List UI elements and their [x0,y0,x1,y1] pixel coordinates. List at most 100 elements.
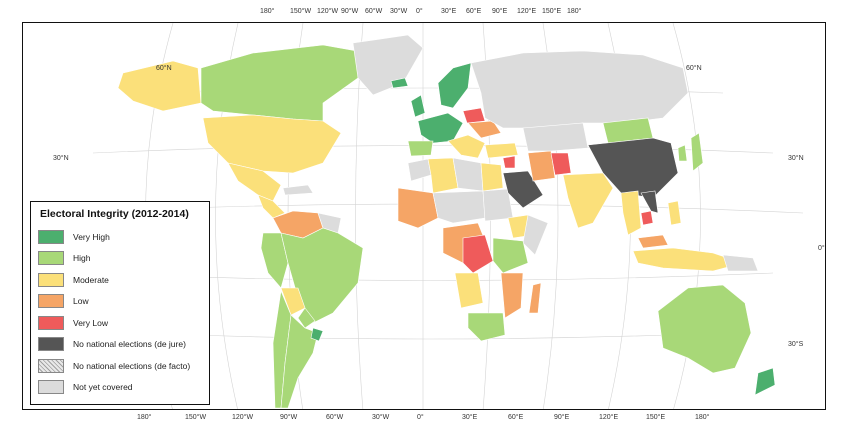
country-china [587,137,679,199]
latitude-label-left: 30°N [53,155,69,162]
legend-item: Not yet covered [38,377,202,399]
map-canvas [62,23,804,409]
country-italy-balkans [447,134,486,159]
country-korea [677,144,688,162]
country-philippines [667,200,682,226]
top-longitude-tick-label: 30°W [390,8,408,15]
country-egypt [480,162,504,192]
bottom-longitude-tick-label: 90°E [554,414,570,421]
top-longitude-tick-label: 30°E [441,8,457,15]
top-longitude-tick-label: 120°W [317,8,339,15]
asia [484,117,745,272]
country-vietnam-laos [640,190,659,214]
latitude-label-right: 0° [818,245,825,252]
country-west-africa [397,187,439,229]
bottom-longitude-tick-label: 180° [695,414,710,421]
top-longitude-tick-label: 180° [567,8,582,15]
country-cambodia [640,210,654,226]
top-longitude-tick-label: 0° [416,8,423,15]
legend-title: Electoral Integrity (2012-2014) [40,208,189,220]
legend-item: Very Low [38,312,202,334]
country-belarus [462,107,486,124]
legend-label: Not yet covered [73,382,133,393]
country-india [562,172,614,229]
legend-label: Very High [73,231,110,242]
legend-swatch [38,358,64,373]
legend-item: Low [38,291,202,313]
country-scandinavia [437,62,472,109]
country-algeria [427,157,459,194]
legend-swatch [38,337,64,352]
country-ukraine [467,120,502,139]
top-longitude-tick-label: 150°E [542,8,562,15]
bottom-longitude-tick-label: 150°W [185,414,207,421]
top-longitude-tick-label: 60°E [466,8,482,15]
bottom-longitude-tick-label: 30°W [372,414,390,421]
country-cuba [282,184,314,196]
country-japan [690,132,704,172]
country-libya [452,157,484,192]
world-map: 60°N 60°N 30°N 30°N 0° 30°S [22,22,826,410]
country-argentina [280,314,319,409]
bottom-longitude-tick-label: 30°E [462,414,478,421]
latitude-label-right: 60°N [686,65,702,72]
country-central-asia [522,122,589,152]
legend-swatch [38,380,64,395]
country-greenland [352,34,424,96]
country-somalia [522,214,549,256]
legend-label: High [73,253,91,264]
country-myanmar-thailand [620,190,642,236]
map-legend: Electoral Integrity (2012-2014) Very Hig… [30,201,210,405]
legend-label: No national elections (de facto) [73,360,191,371]
legend-swatch [38,251,64,266]
country-uruguay [310,327,324,342]
south-america [260,210,364,409]
country-iceland [390,77,409,89]
legend-label: Moderate [73,274,109,285]
country-south-africa [467,312,506,342]
country-papua-new-guinea [722,254,759,272]
country-afghanistan [550,152,572,176]
oceania [657,254,776,396]
europe [390,50,689,159]
country-australia [657,284,752,374]
legend-item: High [38,248,202,270]
bottom-longitude-tick-label: 0° [417,414,424,421]
country-canada [200,44,369,122]
top-longitude-tick-label: 60°W [365,8,383,15]
bottom-longitude-tick-label: 120°E [599,414,619,421]
legend-label: Low [73,296,89,307]
top-longitude-tick-label: 150°W [290,8,312,15]
legend-item: Moderate [38,269,202,291]
country-mozambique [500,272,524,319]
legend-swatch [38,315,64,330]
country-madagascar [528,282,542,314]
country-turkey [484,142,519,159]
north-america [117,34,424,219]
country-central-america [257,194,286,219]
top-longitude-tick-label: 90°W [341,8,359,15]
latitude-label-right: 30°S [788,341,804,348]
bottom-longitude-tick-label: 90°W [280,414,298,421]
country-uk [410,94,426,118]
top-longitude-tick-label: 180° [260,8,275,15]
bottom-longitude-tick-label: 60°E [508,414,524,421]
country-morocco [407,158,432,182]
country-angola [454,272,484,309]
legend-label: No national elections (de jure) [73,339,186,350]
africa [397,157,549,342]
country-new-zealand [754,367,776,396]
legend-item: Very High [38,226,202,248]
legend-label: Very Low [73,317,108,328]
legend-item: No national elections (de facto) [38,355,202,377]
country-usa [202,114,342,174]
bottom-longitude-tick-label: 60°W [326,414,344,421]
bottom-longitude-tick-label: 150°E [646,414,666,421]
country-syria [502,155,516,169]
country-iberia [407,140,434,157]
bottom-longitude-tick-label: 180° [137,414,152,421]
top-longitude-tick-label: 90°E [492,8,508,15]
legend-item: No national elections (de jure) [38,334,202,356]
legend-swatch [38,294,64,309]
legend-swatch [38,229,64,244]
